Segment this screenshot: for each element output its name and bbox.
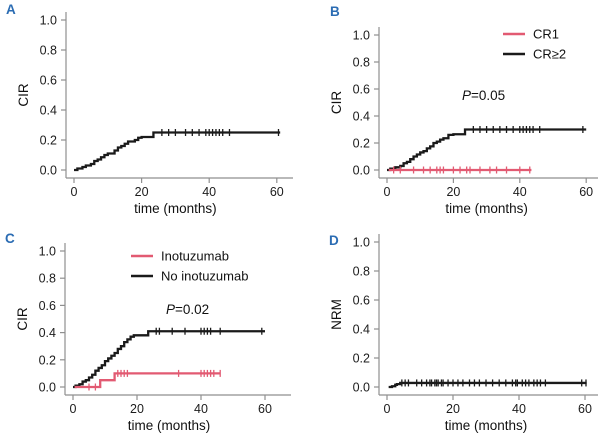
y-axis-title: NRM [329, 299, 344, 330]
survival-curve [73, 330, 265, 389]
legend-label: CR≥2 [533, 47, 566, 62]
panel-c-chart: 0.0 0.2 0.4 0.6 0.8 1.0 0 20 40 60 time (months) CI… [15, 243, 291, 433]
panel-d-chart: 0.0 0.2 0.4 0.6 0.8 1.0 0 20 40 60 time (months) NR… [329, 234, 598, 433]
x-tick-label: 0 [70, 402, 77, 416]
y-tick-label: 1.0 [40, 14, 57, 28]
panel-b-letter: B [330, 4, 340, 19]
y-tick-label: 0.8 [353, 56, 370, 70]
y-tick-label: 0.2 [353, 352, 370, 366]
x-tick-label: 20 [135, 185, 149, 199]
panel-b: B 0.0 0.2 0.4 0.6 0.8 1.0 0 20 40 60 time (months)… [306, 0, 612, 219]
x-tick-label: 0 [71, 185, 78, 199]
legend-label: Inotuzumab [161, 249, 229, 264]
y-tick-label: 0.4 [39, 326, 56, 340]
y-axis-title: CIR [329, 91, 344, 115]
y-tick-label: 0.6 [40, 74, 57, 88]
p-value-annotation: P=0.05 [462, 88, 505, 103]
y-axis-title: CIR [16, 83, 31, 107]
panel-a-letter: A [6, 2, 16, 17]
x-tick-label: 60 [258, 402, 272, 416]
panel-b-chart: 0.0 0.2 0.4 0.6 0.8 1.0 0 20 40 60 time (months) CI… [329, 27, 598, 216]
x-axis-title: time (months) [128, 418, 211, 433]
y-tick-label: 1.0 [39, 245, 56, 259]
y-tick-label: 0.2 [353, 137, 370, 151]
x-tick-label: 40 [512, 402, 526, 416]
y-tick-label: 1.0 [353, 236, 370, 250]
legend-label: No inotuzumab [161, 269, 248, 284]
y-tick-label: 0.8 [40, 44, 57, 58]
x-tick-label: 40 [194, 402, 208, 416]
survival-curve [387, 128, 587, 172]
y-axis-title: CIR [15, 307, 30, 331]
survival-curve [74, 131, 281, 172]
panel-a: A 0.0 0.2 0.4 0.6 0.8 1.0 0 20 40 60 time (months)… [0, 0, 306, 219]
y-tick-label: 1.0 [353, 29, 370, 43]
y-tick-label: 0.6 [353, 83, 370, 97]
y-tick-label: 0.2 [39, 353, 56, 367]
x-tick-label: 20 [446, 402, 460, 416]
x-tick-label: 0 [384, 402, 391, 416]
y-tick-label: 0.6 [39, 299, 56, 313]
y-tick-label: 0.4 [40, 104, 57, 118]
panel-d-letter: D [329, 233, 339, 248]
y-tick-label: 0.8 [39, 272, 56, 286]
y-tick-label: 0.4 [353, 323, 370, 337]
y-tick-label: 0.8 [353, 265, 370, 279]
legend-label: CR1 [533, 27, 559, 42]
panel-a-chart: 0.0 0.2 0.4 0.6 0.8 1.0 0 20 40 60 time (months) CI… [16, 12, 293, 216]
panel-c: C 0.0 0.2 0.4 0.6 0.8 1.0 0 20 40 60 time (months)… [0, 219, 306, 438]
panel-c-letter: C [5, 231, 15, 246]
x-axis-title: time (months) [134, 201, 217, 216]
p-value-annotation: P=0.02 [166, 302, 209, 317]
x-axis-title: time (months) [445, 201, 528, 216]
y-tick-label: 0.0 [39, 381, 56, 395]
y-tick-label: 0.0 [353, 381, 370, 395]
x-tick-label: 20 [130, 402, 144, 416]
x-tick-label: 60 [270, 185, 284, 199]
y-tick-label: 0.6 [353, 294, 370, 308]
x-tick-label: 60 [579, 185, 593, 199]
y-tick-label: 0.0 [353, 164, 370, 178]
x-axis-title: time (months) [445, 418, 528, 433]
panel-d: D 0.0 0.2 0.4 0.6 0.8 1.0 0 20 40 60 time (months)… [306, 219, 612, 438]
survival-curve [388, 381, 587, 389]
x-tick-label: 60 [578, 402, 592, 416]
y-tick-label: 0.4 [353, 110, 370, 124]
x-tick-label: 0 [384, 185, 391, 199]
x-tick-label: 40 [513, 185, 527, 199]
x-tick-label: 40 [202, 185, 216, 199]
x-tick-label: 20 [446, 185, 460, 199]
y-tick-label: 0.0 [40, 164, 57, 178]
y-tick-label: 0.2 [40, 134, 57, 148]
